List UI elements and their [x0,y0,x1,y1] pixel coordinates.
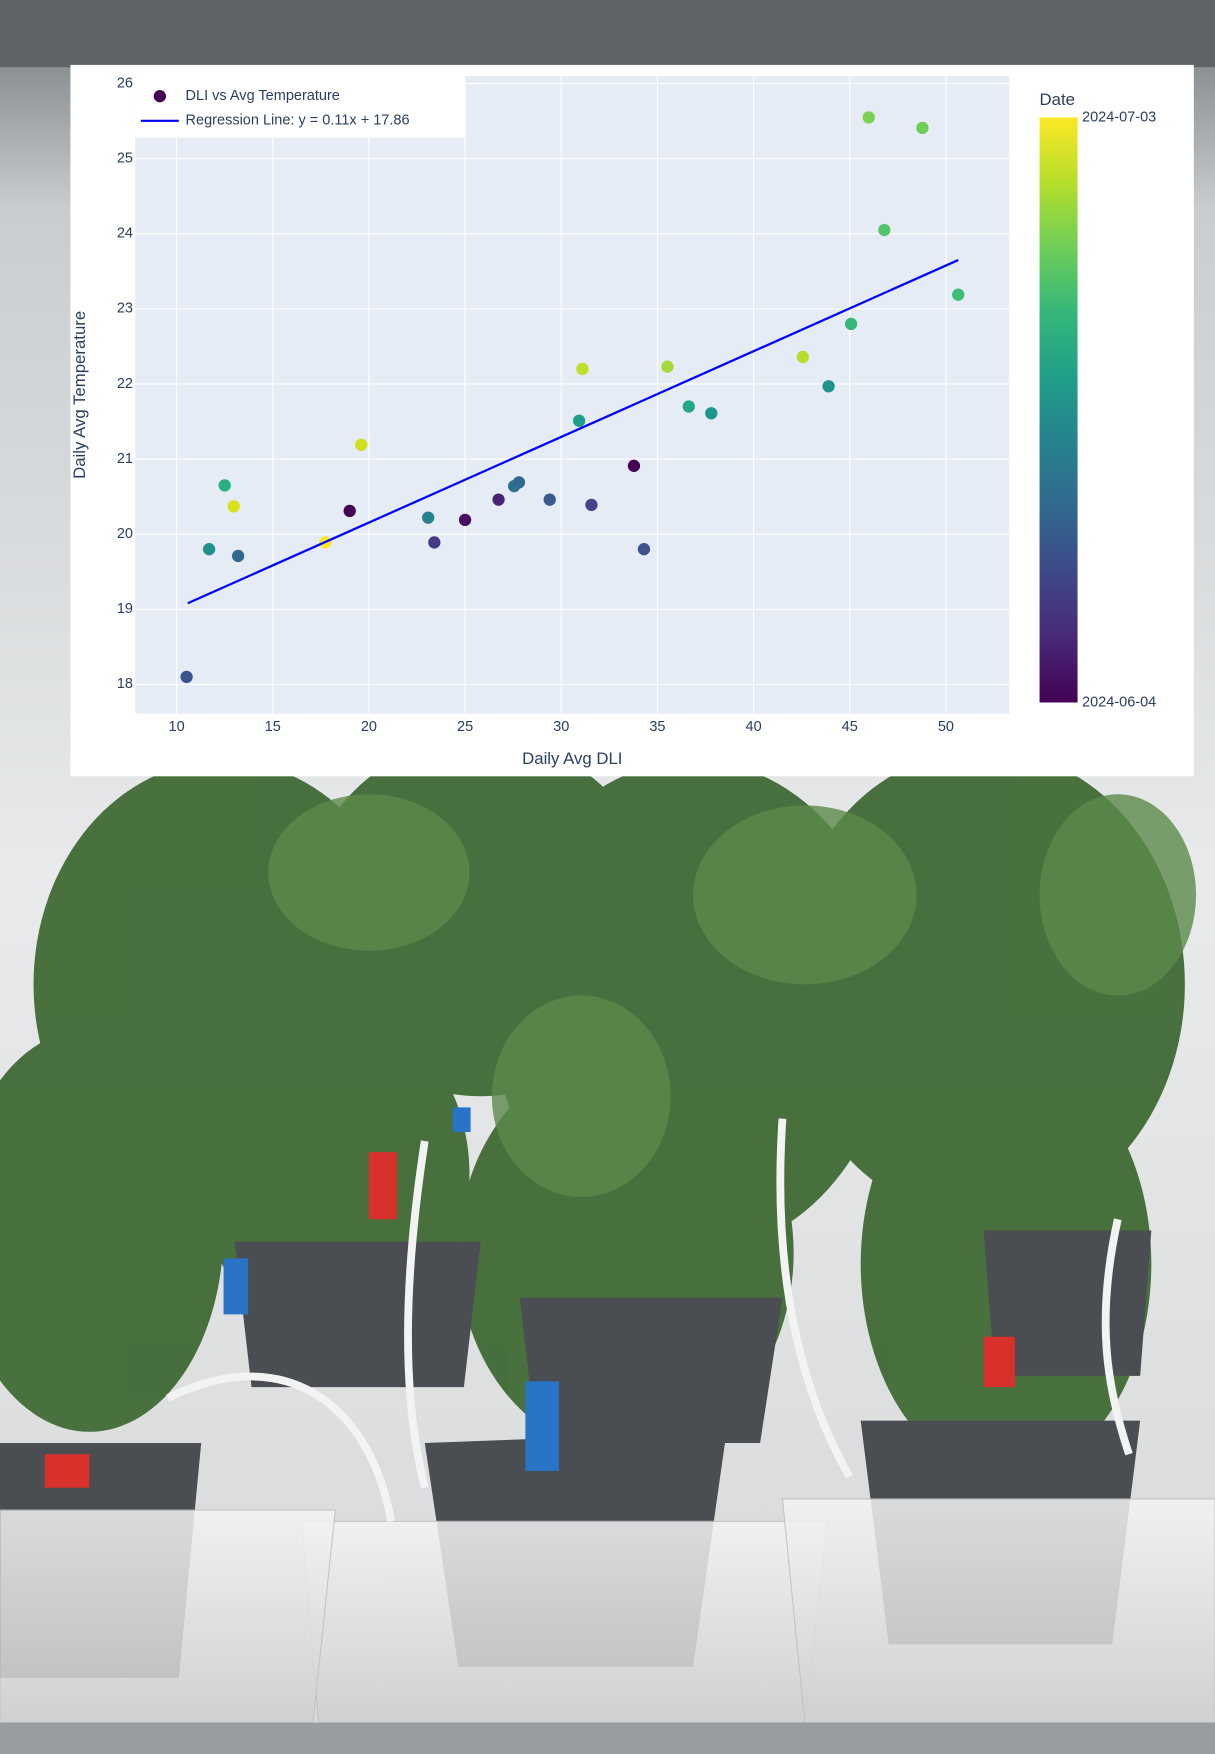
legend-marker [153,90,166,103]
colorbar-tick-label: 2024-06-04 [1082,694,1156,710]
legend-label: DLI vs Avg Temperature [186,88,340,104]
grid: 10 15 20 25 30 35 40 45 50 18 19 20 21 22 23 24 25 26 [117,75,1010,735]
x-tick-label: 45 [842,719,858,735]
data-point [862,111,875,124]
data-point [422,511,435,524]
colorbar-title: Date [1040,90,1075,109]
data-point [232,549,245,563]
legend-box [135,76,466,138]
x-tick-label: 25 [457,719,473,735]
data-point [916,121,929,135]
data-point [458,513,472,527]
data-point [180,670,193,684]
data-point [543,493,556,506]
data-point [218,479,231,492]
plot-area [135,76,1010,714]
data-point [705,407,718,420]
legend-label: Regression Line: y = 0.11x + 17.86 [186,113,410,129]
data-point [952,288,965,301]
data-point [202,543,216,556]
data-point [682,400,695,413]
y-tick-label: 20 [117,526,133,542]
marks [180,111,965,684]
x-tick-label: 10 [169,719,185,735]
legend: DLI vs Avg Temperature Regression Line: y… [140,88,410,129]
data-point [572,414,586,427]
colorbar-tick-label: 2024-07-03 [1082,109,1156,125]
y-axis-label: Daily Avg Temperature [70,311,89,479]
data-point [627,459,641,472]
data-point [355,438,368,451]
data-point [227,500,240,513]
x-tick-label: 15 [265,719,281,735]
data-point [637,543,651,556]
x-tick-label: 35 [649,719,665,735]
data-point [576,362,589,376]
data-point [822,380,835,393]
y-tick-label: 23 [117,301,133,317]
y-tick-label: 19 [117,601,133,617]
x-axis-label: Daily Avg DLI [522,749,622,768]
x-tick-label: 30 [553,719,569,735]
data-point [512,476,526,489]
y-tick-label: 21 [117,451,133,467]
data-point [796,350,809,364]
y-tick-label: 24 [117,226,133,242]
data-point [585,498,598,512]
colorbar-scale [1039,117,1078,703]
x-tick-label: 20 [361,719,377,735]
data-point [428,536,441,549]
colorbar: Date 2024-06-04 2024-07-03 [1039,90,1156,710]
y-tick-label: 25 [117,151,133,167]
y-tick-label: 26 [117,75,133,91]
x-tick-label: 40 [746,719,762,735]
data-point [878,223,891,237]
regression-line [187,259,959,605]
y-tick-label: 18 [117,676,133,692]
data-point [661,360,674,373]
data-point [844,317,858,331]
data-point [343,504,356,518]
data-point [492,493,505,506]
y-tick-label: 22 [117,376,133,392]
x-tick-label: 50 [938,719,954,735]
